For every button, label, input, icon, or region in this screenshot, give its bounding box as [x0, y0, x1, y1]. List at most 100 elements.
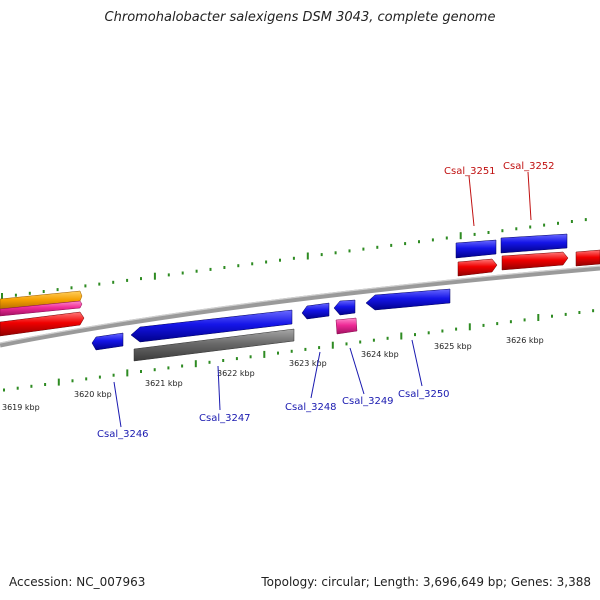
outer-scale-ticks	[1, 218, 587, 300]
outer-scale-minor-tick	[584, 218, 587, 222]
gene-label-csal-3248[interactable]: Csal_3248	[285, 402, 337, 413]
leader-csal-3247	[217, 365, 221, 411]
genome-backbone-highlight	[0, 265, 600, 344]
gene-csal-3251-forward-arrow[interactable]	[455, 239, 497, 259]
outer-scale-minor-tick	[529, 225, 532, 229]
inner-scale-major-tick	[331, 341, 334, 349]
inner-scale-minor-tick	[181, 364, 184, 368]
outer-scale-minor-tick	[126, 278, 129, 282]
inner-scale-minor-tick	[140, 370, 142, 373]
gene-label-csal-3252[interactable]: Csal_3252	[503, 161, 555, 172]
inner-scale-major-tick	[57, 378, 60, 386]
left-rna-feature	[0, 300, 83, 317]
inner-scale-minor-tick	[359, 340, 362, 344]
leader-csal-3250	[411, 339, 423, 387]
outer-scale-minor-tick	[84, 284, 87, 288]
forward-gene-track	[91, 288, 451, 362]
inner-scale-minor-tick	[44, 383, 47, 386]
outer-scale-minor-tick	[390, 243, 393, 247]
outer-scale-minor-tick	[473, 232, 476, 236]
inner-scale-minor-tick	[564, 312, 567, 316]
inner-scale-minor-tick	[30, 384, 33, 388]
rna-feature-3249[interactable]	[335, 317, 358, 335]
scale-label-3622: 3622 kbp	[217, 369, 255, 378]
inner-scale-major-tick	[468, 323, 471, 331]
gene-label-csal-3250[interactable]: Csal_3250	[398, 389, 450, 400]
left-reverse-feature	[0, 311, 85, 337]
outer-scale-minor-tick	[515, 227, 518, 231]
inner-scale-minor-tick	[427, 331, 430, 335]
inner-scale-minor-tick	[290, 349, 293, 353]
gene-csal-3247-arrow[interactable]	[130, 309, 293, 343]
gene-csal-3250-arrow[interactable]	[365, 288, 451, 311]
outer-scale-major-tick	[459, 232, 462, 240]
gene-csal-3252-arrow[interactable]	[501, 251, 569, 271]
scale-label-3623: 3623 kbp	[289, 359, 327, 368]
inner-scale-minor-tick	[153, 368, 156, 372]
outer-scale-minor-tick	[543, 223, 546, 227]
inner-scale-minor-tick	[386, 336, 389, 340]
outer-scale-minor-tick	[70, 286, 73, 290]
outer-scale-minor-tick	[237, 264, 240, 268]
inner-scale-minor-tick	[578, 311, 581, 314]
outer-scale-minor-tick	[292, 256, 295, 260]
gene-csal-3252-forward-arrow[interactable]	[500, 233, 568, 254]
gene-leader-lines	[113, 171, 532, 428]
outer-scale-minor-tick	[348, 249, 351, 253]
inner-scale-minor-tick	[16, 386, 19, 390]
scale-label-3619: 3619 kbp	[2, 403, 40, 412]
inner-scale-major-tick	[537, 314, 540, 321]
outer-scale-minor-tick	[487, 231, 490, 234]
inner-scale-ticks	[3, 309, 595, 392]
scale-label-3626: 3626 kbp	[506, 336, 544, 345]
leader-csal-3246	[113, 381, 122, 428]
gene-label-csal-3247[interactable]: Csal_3247	[199, 413, 251, 424]
outer-scale-minor-tick	[376, 245, 379, 249]
inner-scale-minor-tick	[277, 351, 279, 355]
right-reverse-feature[interactable]	[575, 249, 600, 267]
inner-scale-minor-tick	[112, 373, 115, 377]
scale-label-3621: 3621 kbp	[145, 379, 183, 388]
leader-csal-3249	[349, 347, 365, 395]
outer-scale-minor-tick	[265, 260, 268, 264]
outer-scale-minor-tick	[56, 288, 59, 292]
inner-scale-minor-tick	[496, 322, 499, 326]
gene-label-csal-3251[interactable]: Csal_3251	[444, 166, 496, 177]
inner-scale-minor-tick	[523, 318, 526, 322]
gene-csal-3251-arrow[interactable]	[457, 258, 498, 277]
outer-scale-minor-tick	[557, 221, 559, 225]
leader-csal-3252	[527, 171, 532, 221]
inner-scale-minor-tick	[441, 329, 444, 333]
inner-scale-minor-tick	[551, 314, 553, 318]
inner-scale-minor-tick	[208, 360, 211, 364]
gene-label-csal-3246[interactable]: Csal_3246	[97, 429, 149, 440]
outer-scale-major-tick	[1, 293, 3, 300]
accession-text: Accession: NC_007963	[9, 575, 146, 589]
gene-csal-3246-arrow[interactable]	[91, 332, 124, 351]
gene-csal-3249-arrow[interactable]	[333, 299, 356, 316]
outer-scale-minor-tick	[98, 282, 101, 286]
inner-scale-minor-tick	[345, 342, 348, 346]
outer-scale-major-tick	[306, 252, 309, 260]
pseudogene-feature[interactable]	[133, 328, 295, 362]
gene-labels: Csal_3246 Csal_3247 Csal_3248 Csal_3249 …	[97, 161, 555, 440]
inner-scale-minor-tick	[592, 309, 595, 313]
gene-label-csal-3249[interactable]: Csal_3249	[342, 396, 394, 407]
outer-scale-major-tick	[153, 272, 156, 280]
outer-scale-minor-tick	[418, 240, 420, 244]
outer-scale-minor-tick	[140, 277, 142, 281]
left-feature-stack	[0, 290, 85, 337]
inner-scale-minor-tick	[167, 366, 170, 370]
inner-scale-minor-tick	[98, 375, 101, 379]
outer-scale-minor-tick	[501, 229, 504, 233]
left-orange-feature	[0, 290, 83, 310]
outer-scale-minor-tick	[14, 293, 17, 297]
outer-scale-minor-tick	[195, 269, 198, 273]
outer-scale-minor-tick	[362, 247, 365, 251]
gene-csal-3248-arrow[interactable]	[301, 302, 330, 320]
inner-scale-major-tick	[263, 350, 266, 358]
leader-csal-3248	[310, 351, 321, 399]
outer-scale-minor-tick	[404, 242, 407, 246]
inner-scale-major-tick	[400, 332, 403, 340]
